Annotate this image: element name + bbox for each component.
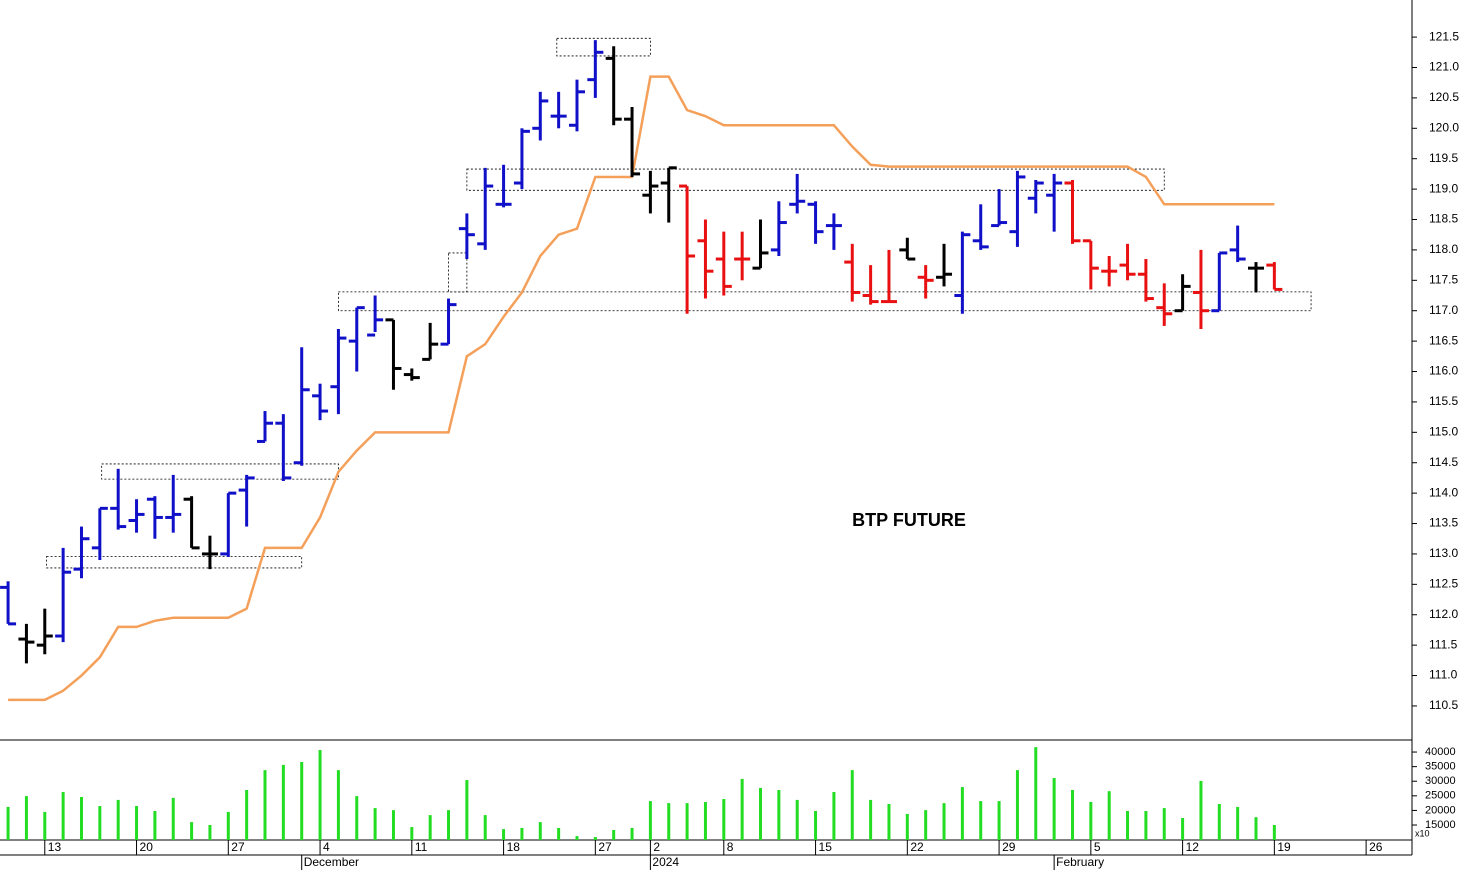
x-tick-label: 12 (1186, 840, 1200, 854)
x-tick-label: 20 (140, 840, 154, 854)
range-box (338, 291, 1312, 312)
y-tick-label: 112.0 (1429, 607, 1458, 621)
month-label: December (304, 855, 359, 869)
y-tick-label: 111.0 (1429, 668, 1458, 682)
x-tick-label: 8 (727, 840, 734, 854)
x-tick-label: 19 (1277, 840, 1291, 854)
y-tick-label: 120.0 (1429, 120, 1459, 134)
y-tick-label: 119.0 (1429, 181, 1458, 195)
x-tick-label: 26 (1369, 840, 1383, 854)
x-tick-label: 22 (910, 840, 924, 854)
range-box (46, 555, 303, 569)
y-tick-label: 116.0 (1429, 364, 1458, 378)
range-box (448, 252, 468, 293)
y-tick-label: 113.0 (1429, 546, 1458, 560)
y-tick-label: 117.0 (1429, 303, 1458, 317)
y-tick-label: 110.5 (1429, 698, 1458, 712)
y-tick-label: 116.5 (1429, 333, 1458, 347)
range-box (466, 168, 1165, 191)
y-tick-label: 119.5 (1429, 151, 1458, 165)
y-tick-label: 114.0 (1429, 485, 1458, 499)
x-tick-label: 27 (231, 840, 245, 854)
volume-tick-label: 30000 (1425, 775, 1456, 787)
x-tick-label: 11 (415, 840, 428, 854)
x-tick-label: 2 (653, 840, 660, 854)
x-tick-label: 27 (598, 840, 612, 854)
x-tick-label: 5 (1094, 840, 1101, 854)
x-tick-label: 13 (48, 840, 62, 854)
y-tick-label: 112.5 (1429, 577, 1458, 591)
y-tick-label: 113.5 (1429, 516, 1458, 530)
x-tick-label: 15 (819, 840, 833, 854)
y-tick-label: 120.5 (1429, 90, 1459, 104)
y-tick-label: 121.0 (1429, 60, 1459, 74)
range-box (556, 37, 651, 57)
volume-tick-label: 25000 (1425, 790, 1456, 802)
volume-tick-label: 20000 (1425, 804, 1456, 816)
y-tick-label: 114.5 (1429, 455, 1458, 469)
y-tick-label: 111.5 (1429, 637, 1458, 651)
chart-title: BTP FUTURE (852, 510, 966, 530)
y-tick-label: 118.0 (1429, 242, 1458, 256)
y-tick-label: 117.5 (1429, 272, 1458, 286)
x-tick-label: 18 (507, 840, 521, 854)
volume-tick-label: 35000 (1425, 761, 1456, 773)
y-tick-label: 121.5 (1429, 29, 1459, 43)
volume-unit-label: x10 (1415, 828, 1430, 838)
volume-tick-label: 15000 (1425, 819, 1456, 831)
y-tick-label: 115.0 (1429, 424, 1458, 438)
y-tick-label: 118.5 (1429, 212, 1458, 226)
month-label: February (1056, 855, 1104, 869)
x-tick-label: 4 (323, 840, 330, 854)
stop-line (8, 75, 1275, 702)
month-label: 2024 (652, 855, 679, 869)
y-tick-label: 115.5 (1429, 394, 1458, 408)
volume-tick-label: 40000 (1425, 746, 1456, 758)
x-tick-label: 29 (1002, 840, 1016, 854)
